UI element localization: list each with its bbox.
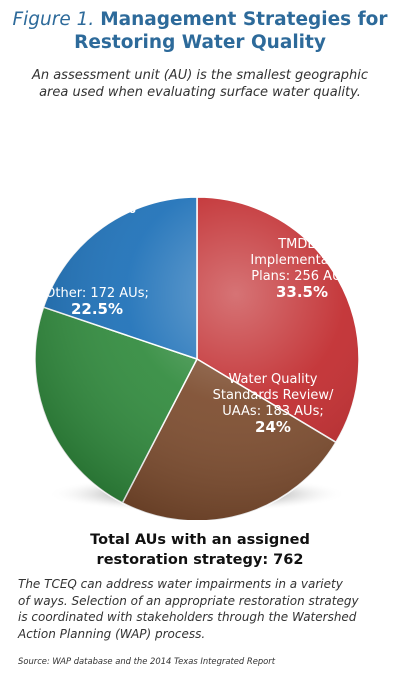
pie-shine: [35, 197, 359, 520]
slice-percent-3: 20%: [100, 199, 136, 217]
slice-percent-1: 24%: [255, 418, 291, 436]
total-line-1: Total AUs with an assigned: [90, 532, 310, 548]
slice-percent-0: 33.5%: [276, 283, 328, 301]
figure-label: Figure 1.: [12, 9, 95, 30]
title-line-2: Restoring Water Quality: [74, 32, 326, 53]
slice-label-0-line-2: Plans: 256 AUs;: [251, 269, 352, 284]
subtitle-line-2: area used when evaluating surface water …: [39, 85, 361, 100]
total-line-2: restoration strategy: 762: [96, 552, 304, 568]
slice-label-3-line-0: Watershed: [83, 137, 153, 152]
slice-label-0-line-0: TMDLs/: [277, 237, 326, 252]
slice-label-1-line-1: Standards Review/: [213, 388, 334, 403]
figure-title: Figure 1. Management Strategies for Rest…: [0, 8, 400, 54]
slice-label-1-line-2: UAAs: 183 AUs;: [222, 404, 323, 419]
total-summary: Total AUs with an assigned restoration s…: [0, 530, 400, 570]
slice-percent-2: 22.5%: [71, 300, 123, 318]
subtitle-line-1: An assessment unit (AU) is the smallest …: [31, 68, 369, 83]
slice-label-1-line-0: Water Quality: [228, 372, 317, 387]
title-text-1: Management Strategies for: [100, 9, 388, 30]
description-line-2: of ways. Selection of an appropriate res…: [18, 593, 359, 608]
slice-label-0-line-1: Implementation: [250, 253, 353, 268]
slice-label-3-line-1: Protection: [85, 153, 151, 168]
slice-label-2-line-0: Other: 172 AUs;: [45, 286, 149, 301]
subtitle: An assessment unit (AU) is the smallest …: [0, 67, 400, 101]
slice-label-3-line-3: 151 AUs;: [89, 185, 148, 200]
title-line-1: Figure 1. Management Strategies for: [0, 8, 400, 31]
source-note: Source: WAP database and the 2014 Texas …: [18, 656, 276, 666]
slice-label-3-line-2: Plans:: [99, 169, 138, 184]
description: The TCEQ can address water impairments i…: [18, 576, 390, 642]
description-line-4: Action Planning (WAP) process.: [18, 626, 206, 641]
description-line-3: is coordinated with stakeholders through…: [18, 610, 357, 624]
description-line-1: The TCEQ can address water impairments i…: [18, 577, 343, 591]
